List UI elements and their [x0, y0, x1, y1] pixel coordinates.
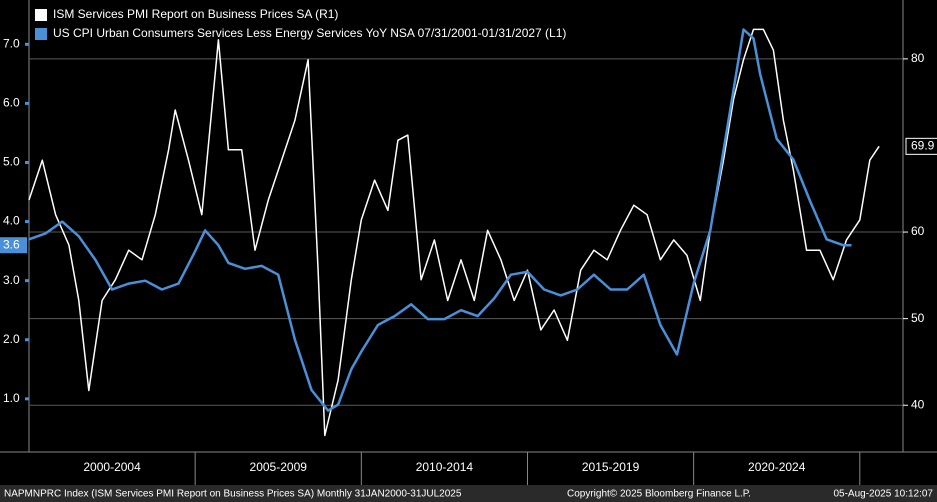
end-value-box	[905, 137, 937, 155]
footer-timestamp: 05-Aug-2025 10:12:07	[833, 489, 933, 500]
footer-copyright: Copyright© 2025 Bloomberg Finance L.P.	[567, 489, 751, 500]
end-value-label: 3.6	[3, 237, 20, 251]
footer-source: NAPMNPRC Index (ISM Services PMI Report …	[4, 489, 462, 500]
x-tick-label: 2015-2019	[582, 460, 640, 474]
data-line	[28, 28, 880, 437]
x-tick-label: 2020-2024	[748, 460, 806, 474]
y2-tick-label: 40	[911, 397, 925, 411]
footer-band	[0, 485, 937, 502]
y2-tick-label: 50	[911, 311, 925, 325]
y-tick-label: 4.0	[3, 214, 20, 228]
y-tick-label: 7.0	[3, 36, 20, 50]
y-tick-label: 6.0	[3, 96, 20, 110]
y-tick-label: 3.0	[3, 273, 20, 287]
y2-tick-label: 60	[911, 224, 925, 238]
y-tick-label: 1.0	[3, 391, 20, 405]
end-value-label: 69.9	[911, 139, 935, 153]
legend-swatch	[35, 28, 47, 40]
legend-label: ISM Services PMI Report on Business Pric…	[53, 7, 338, 21]
end-value-box	[0, 237, 27, 254]
legend-label: US CPI Urban Consumers Services Less Ene…	[53, 26, 566, 40]
y2-tick-label: 80	[911, 51, 925, 65]
x-tick-label: 2005-2009	[250, 460, 308, 474]
x-tick-label: 2000-2004	[83, 460, 141, 474]
data-line	[28, 28, 852, 412]
legend-swatch	[35, 9, 47, 21]
y-tick-label: 2.0	[3, 332, 20, 346]
x-tick-label: 2010-2014	[416, 460, 474, 474]
y-tick-label: 5.0	[3, 155, 20, 169]
